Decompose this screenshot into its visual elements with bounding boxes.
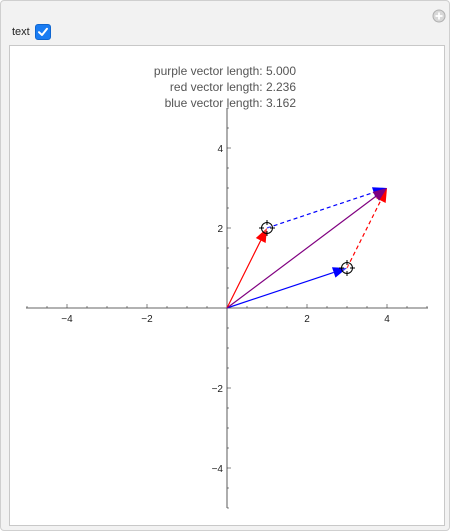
red-vector-head [255,228,267,243]
x-tick-label: −4 [61,314,73,325]
y-tick-label: 2 [217,224,223,235]
blue-vector-shaft [226,271,334,309]
purple-length-text: purple vector length: 5.000 [154,64,296,78]
y-tick-label: −4 [212,464,224,475]
checkmark-icon [38,27,48,36]
blue-vector-head [331,267,347,278]
purple-vector-head [372,188,387,201]
vector-plot: −4 −2 2 4 4 2 −2 −4 purple vector length: 5.000… [26,64,428,509]
plot-panel: −4 −2 2 4 4 2 −2 −4 purple vector length: 5.000… [9,45,445,526]
purple-vector-shaft [226,195,377,309]
x-tick-label: −2 [141,314,153,325]
blue-length-text: blue vector length: 3.162 [165,96,297,110]
dashed-vector-0-shaft [266,191,374,229]
x-tick-label: 2 [304,314,310,325]
x-tick-label: 4 [384,314,390,325]
locator-handle[interactable] [339,260,355,276]
text-checkbox[interactable] [35,24,51,40]
red-length-text: red vector length: 2.236 [170,80,296,94]
plus-icon[interactable] [432,9,446,23]
locator-handle[interactable] [259,220,275,236]
dashed-vector-1-shaft [346,200,382,269]
y-tick-label: −2 [212,384,224,395]
red-vector-shaft [226,240,262,309]
y-tick-label: 4 [217,144,223,155]
text-checkbox-label: text [12,26,30,38]
